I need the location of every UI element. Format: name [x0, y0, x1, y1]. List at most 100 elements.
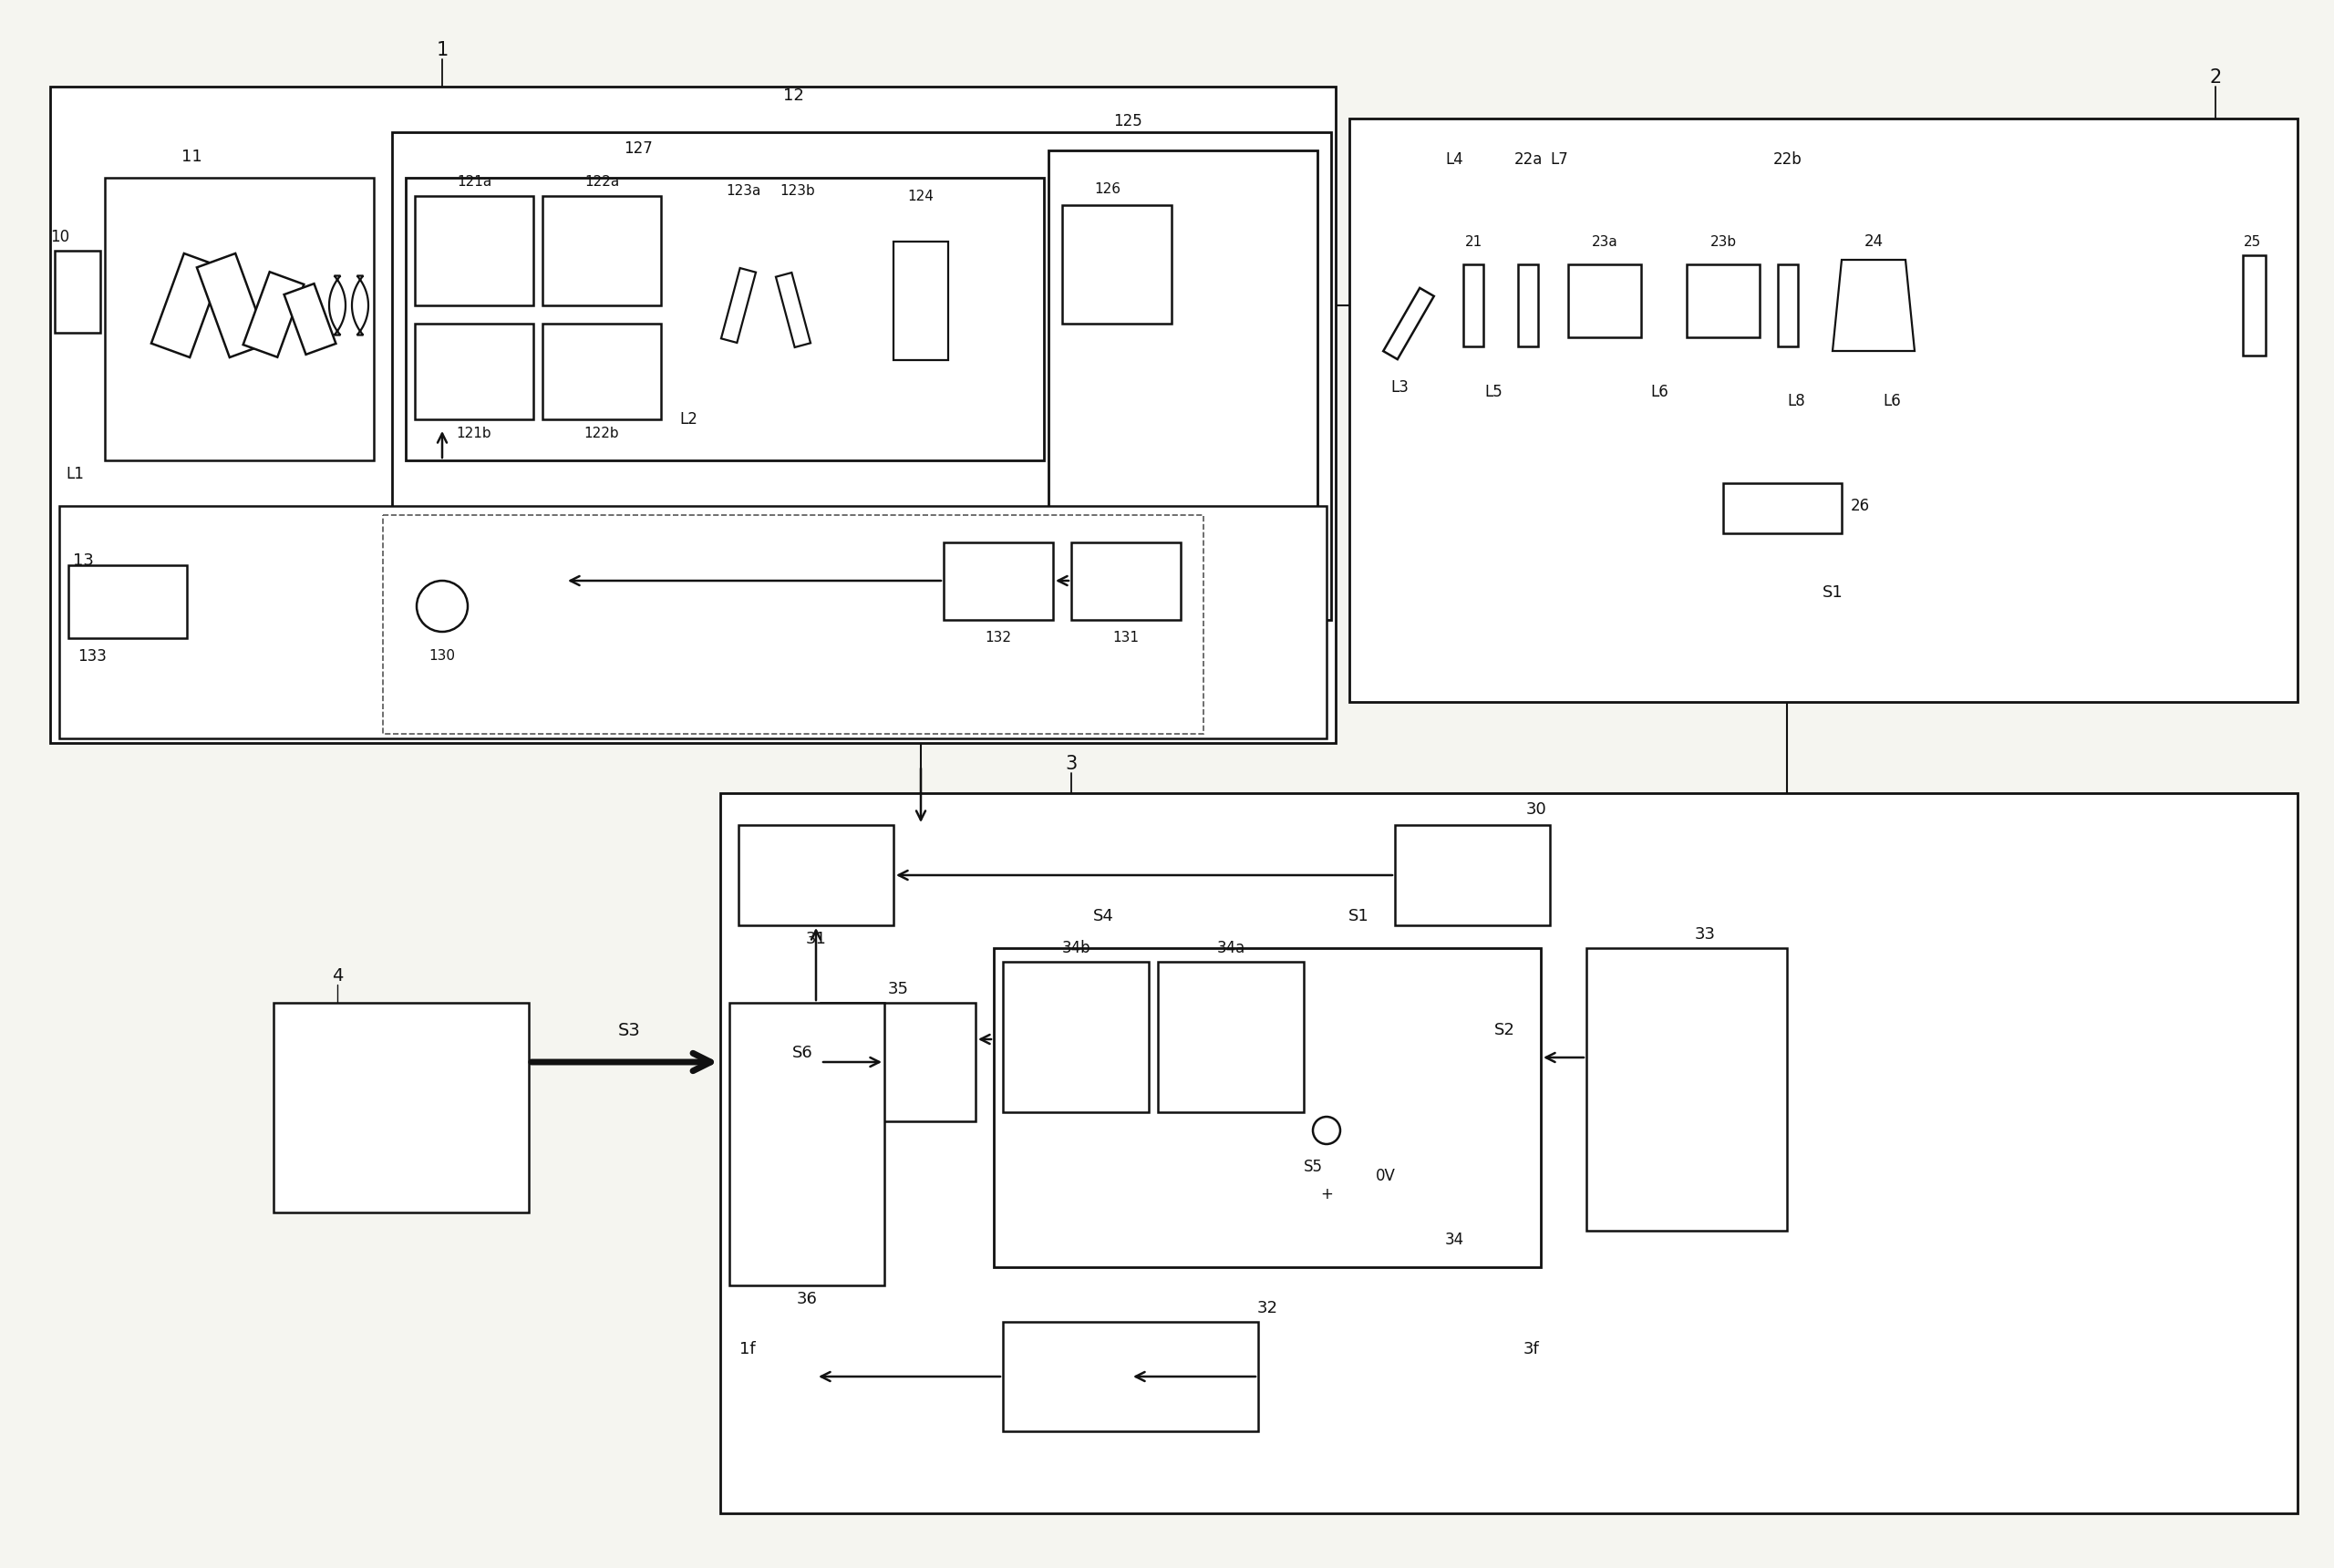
Text: L6: L6 — [1884, 394, 1900, 409]
Text: 23a: 23a — [1592, 235, 1617, 248]
Polygon shape — [894, 241, 948, 361]
Text: 133: 133 — [77, 648, 107, 665]
Text: L2: L2 — [679, 411, 698, 428]
Bar — [1722, 483, 1842, 533]
Text: 33: 33 — [1694, 927, 1715, 942]
Bar — [1349, 119, 2297, 702]
Text: S4: S4 — [1092, 908, 1113, 925]
Bar — [1048, 151, 1316, 569]
Bar — [383, 514, 1204, 734]
Text: S6: S6 — [791, 1044, 812, 1062]
Polygon shape — [352, 276, 369, 336]
Bar — [273, 1004, 530, 1212]
Bar — [49, 86, 1335, 743]
Text: 22a: 22a — [1515, 152, 1543, 168]
Bar — [58, 506, 1326, 739]
Bar — [54, 251, 100, 332]
Text: 31: 31 — [805, 931, 826, 947]
Text: S2: S2 — [1494, 1022, 1515, 1038]
Text: 30: 30 — [1526, 801, 1547, 818]
Text: S1: S1 — [1349, 908, 1368, 925]
Bar — [1587, 949, 1788, 1231]
Bar — [541, 323, 661, 419]
Bar — [738, 825, 894, 925]
Polygon shape — [775, 273, 810, 347]
Text: 34a: 34a — [1216, 939, 1244, 956]
Bar — [406, 177, 1043, 461]
Text: 124: 124 — [908, 190, 934, 202]
Text: 34b: 34b — [1062, 939, 1090, 956]
Text: S5: S5 — [1302, 1159, 1323, 1174]
Text: 0V: 0V — [1375, 1168, 1396, 1184]
Text: L4: L4 — [1445, 152, 1463, 168]
Text: 3f: 3f — [1524, 1341, 1540, 1358]
Polygon shape — [196, 254, 268, 358]
Bar — [1517, 265, 1538, 347]
Polygon shape — [329, 276, 345, 336]
Text: 22b: 22b — [1774, 152, 1802, 168]
Text: 1: 1 — [436, 41, 448, 60]
Text: 1f: 1f — [740, 1341, 756, 1358]
Text: 32: 32 — [1256, 1300, 1277, 1317]
Bar — [1396, 825, 1550, 925]
Bar — [822, 1004, 976, 1121]
Text: 34: 34 — [1445, 1231, 1463, 1248]
Text: 21: 21 — [1463, 235, 1482, 248]
Polygon shape — [285, 284, 336, 354]
Text: 4: 4 — [331, 967, 343, 985]
Bar — [415, 196, 534, 306]
Text: 36: 36 — [796, 1290, 817, 1308]
Bar — [1004, 1322, 1258, 1432]
Polygon shape — [1384, 289, 1433, 359]
Bar — [943, 543, 1053, 619]
Polygon shape — [243, 271, 303, 358]
Bar — [1071, 543, 1181, 619]
Bar — [541, 196, 661, 306]
Polygon shape — [152, 254, 222, 358]
Text: 13: 13 — [72, 552, 93, 569]
Text: 35: 35 — [887, 982, 908, 997]
Polygon shape — [721, 268, 756, 343]
Bar — [1062, 205, 1172, 323]
Text: 2: 2 — [2210, 69, 2222, 86]
Polygon shape — [1832, 260, 1914, 351]
Bar — [105, 177, 373, 461]
Text: 121a: 121a — [457, 176, 492, 190]
Bar — [2243, 256, 2266, 356]
Bar — [1158, 961, 1305, 1112]
Text: 123b: 123b — [780, 185, 815, 198]
Bar — [392, 132, 1330, 619]
Text: S1: S1 — [1823, 585, 1844, 601]
Bar — [1779, 265, 1797, 347]
Text: L6: L6 — [1650, 384, 1669, 400]
Text: L7: L7 — [1550, 152, 1568, 168]
Text: 123a: 123a — [726, 185, 761, 198]
Text: S3: S3 — [619, 1021, 640, 1038]
Text: 130: 130 — [429, 649, 455, 663]
Text: 11: 11 — [182, 149, 201, 165]
Text: L1: L1 — [65, 466, 84, 483]
Text: 12: 12 — [782, 88, 803, 103]
Bar — [1463, 265, 1484, 347]
Bar — [415, 323, 534, 419]
Bar — [728, 1004, 885, 1286]
Text: L3: L3 — [1391, 379, 1407, 395]
Text: 23b: 23b — [1711, 235, 1736, 248]
Bar — [1687, 265, 1760, 337]
Bar — [1004, 961, 1148, 1112]
Text: L8: L8 — [1788, 394, 1804, 409]
Text: 25: 25 — [2243, 235, 2262, 248]
Text: 125: 125 — [1113, 113, 1141, 130]
Text: +: + — [1321, 1185, 1333, 1203]
Text: 121b: 121b — [457, 426, 492, 441]
Text: L5: L5 — [1484, 384, 1503, 400]
Text: 24: 24 — [1865, 234, 1884, 249]
Bar — [68, 564, 187, 638]
Text: 132: 132 — [985, 632, 1011, 644]
Text: 122b: 122b — [584, 426, 619, 441]
Bar — [1568, 265, 1641, 337]
Text: 126: 126 — [1095, 182, 1120, 196]
Bar — [994, 949, 1540, 1267]
Text: 10: 10 — [49, 229, 70, 245]
Text: 26: 26 — [1851, 497, 1870, 514]
